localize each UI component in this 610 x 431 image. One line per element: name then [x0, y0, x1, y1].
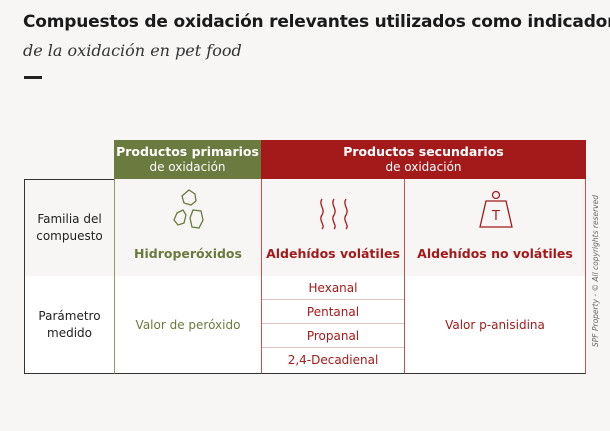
row-label-family-line2: compuesto — [36, 229, 103, 243]
weight-icon-letter: T — [491, 209, 500, 224]
compound-nonvolatile-aldehydes: Aldehídos no volátiles — [417, 246, 573, 261]
param-p-anisidine-value: Valor p-anisidina — [405, 276, 586, 374]
header-secondary-main: Productos secundarios — [343, 144, 504, 159]
weight-icon: T — [479, 190, 513, 228]
header-primary-products: Productos primarios de oxidación — [114, 140, 261, 179]
row-label-family-line1: Familia del — [37, 212, 102, 226]
cell-volatile-aldehydes: Aldehídos volátiles — [261, 179, 405, 276]
param-volatile-aldehydes-list: Hexanal Pentanal Propanal 2,4-Decadienal — [261, 276, 405, 374]
compound-hydroperoxides: Hidroperóxidos — [134, 246, 242, 261]
header-secondary-products: Productos secundarios de oxidación — [261, 140, 586, 179]
header-secondary-sub: de oxidación — [385, 160, 462, 174]
table-body: Familia del compuesto Parámetro medido H… — [24, 179, 586, 374]
cell-hydroperoxides: Hidroperóxidos — [114, 179, 261, 276]
droplets-icon — [173, 189, 204, 229]
row-label-parameter: Parámetro medido — [24, 276, 114, 374]
page-subtitle: de la oxidación en pet food — [23, 41, 242, 60]
cell-nonvolatile-aldehydes: T Aldehídos no volátiles — [405, 179, 586, 276]
param-p-anisidine-text: Valor p-anisidina — [445, 317, 545, 332]
param-peroxide-value: Valor de peróxido — [114, 276, 261, 374]
compound-volatile-aldehydes: Aldehídos volátiles — [266, 246, 400, 261]
oxidation-table: Productos primarios de oxidación Product… — [24, 140, 586, 374]
vapor-icon — [320, 198, 348, 230]
list-item: Pentanal — [262, 300, 404, 324]
header-primary-main: Productos primarios — [116, 144, 259, 159]
page-title: Compuestos de oxidación relevantes utili… — [23, 12, 610, 32]
row-label-parameter-line1: Parámetro — [38, 308, 101, 323]
title-divider — [24, 76, 42, 79]
list-item: Hexanal — [262, 276, 404, 300]
list-item: Propanal — [262, 324, 404, 348]
row-label-parameter-line2: medido — [47, 325, 92, 340]
param-peroxide-text: Valor de peróxido — [135, 317, 241, 332]
row-label-family: Familia del compuesto — [24, 179, 114, 276]
header-primary-sub: de oxidación — [149, 160, 226, 174]
list-item: 2,4-Decadienal — [287, 353, 379, 367]
copyright-notice: SPF Property - © All copyrights reserved — [591, 195, 600, 347]
